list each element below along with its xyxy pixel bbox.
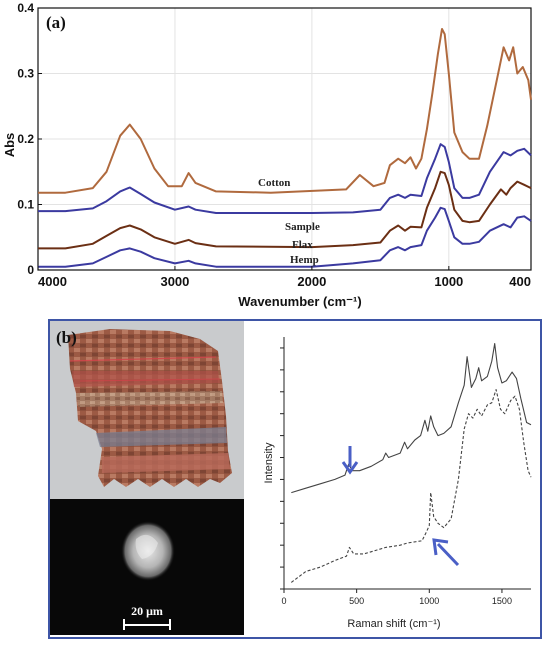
peak-arrow-down xyxy=(341,446,359,475)
raman-ticks: 0 500 1000 1500 xyxy=(280,347,512,606)
series-label-flax: Flax xyxy=(292,239,313,251)
series-label-hemp: Hemp xyxy=(290,254,319,266)
panel-b-label-layer: (b) xyxy=(56,328,77,347)
ftir-series-group xyxy=(38,28,532,268)
panel-a-label: (a) xyxy=(46,13,66,32)
peak-arrow-up-left xyxy=(432,538,460,567)
ftir-x-axis-label: Wavenumber (cm⁻¹) xyxy=(238,294,361,309)
fiber-cross-section-image: 20 μm xyxy=(50,499,244,635)
raman-series-group xyxy=(290,343,532,583)
ftir-x-tick-label: 1000 xyxy=(434,274,463,289)
raman-chart: 0 500 1000 1500 Intensity Raman shift (cm⁻¹… xyxy=(263,337,532,630)
raman-y-axis-label: Intensity xyxy=(263,442,275,483)
raman-x-tick-label: 1000 xyxy=(419,596,439,606)
ftir-x-tick-label: 2000 xyxy=(297,274,326,289)
ftir-y-axis-label: Abs xyxy=(2,133,17,158)
ftir-x-tick-label: 4000 xyxy=(38,274,67,289)
series-label-sample: Sample xyxy=(285,221,320,233)
ftir-y-tick-label: 0.4 xyxy=(17,1,34,15)
raman-series-solid xyxy=(291,343,532,494)
ftir-series-flax xyxy=(38,170,532,250)
ftir-y-tick-label: 0.3 xyxy=(17,67,34,81)
ftir-y-tick-label: 0 xyxy=(27,263,34,277)
textile-fragment-image xyxy=(50,321,244,499)
ftir-x-tick-label: 400 xyxy=(509,274,531,289)
raman-x-tick-label: 0 xyxy=(281,596,286,606)
panel-b-label: (b) xyxy=(56,328,77,347)
panel-b-frame xyxy=(48,319,542,639)
ftir-y-tick-label: 0.2 xyxy=(17,132,34,146)
ftir-y-tick-label: 0.1 xyxy=(17,198,34,212)
scale-bar-label: 20 μm xyxy=(131,604,163,618)
raman-series-dashed xyxy=(290,389,532,583)
ftir-series-sample xyxy=(38,143,532,214)
ftir-x-tick-label: 3000 xyxy=(160,274,189,289)
raman-x-tick-label: 1500 xyxy=(492,596,512,606)
raman-x-axis-label: Raman shift (cm⁻¹) xyxy=(347,618,440,630)
ftir-series-hemp xyxy=(38,206,532,268)
series-label-cotton: Cotton xyxy=(258,177,290,189)
raman-x-tick-label: 500 xyxy=(349,596,364,606)
ftir-series-cotton xyxy=(38,28,532,194)
